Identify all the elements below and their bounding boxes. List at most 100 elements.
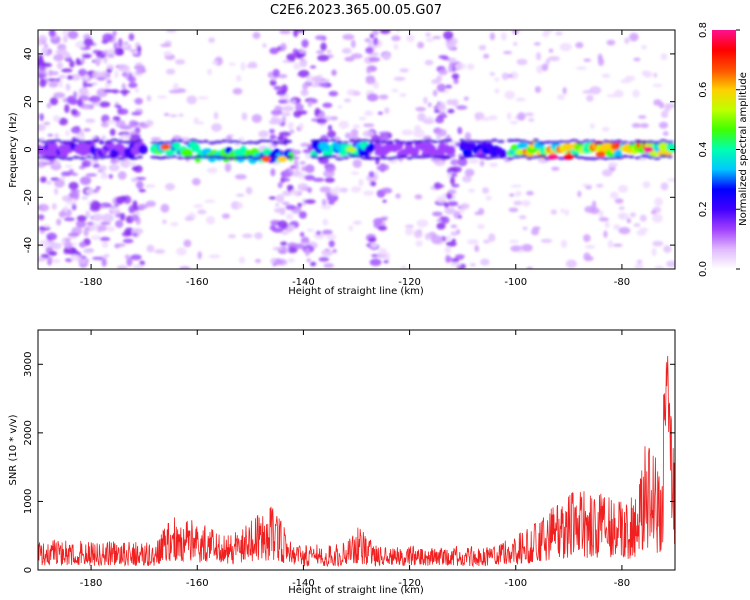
noise-cell [262, 43, 267, 48]
noise-cell [631, 123, 642, 128]
noise-cell [317, 54, 330, 62]
noise-cell [285, 227, 294, 233]
signal-edge-cell [458, 138, 467, 143]
noise-cell [64, 164, 73, 168]
noise-cell [322, 218, 329, 226]
noise-cell [197, 96, 209, 100]
signal-edge-cell [525, 141, 534, 145]
signal-edge-cell [176, 139, 184, 143]
signal-edge-cell [284, 139, 293, 144]
noise-cell [120, 134, 131, 139]
noise-cell [337, 105, 343, 109]
noise-cell [468, 188, 475, 193]
noise-cell [85, 173, 98, 177]
colorbar: 0.0 0.2 0.4 0.6 0.8 Normalized spectral ampl… [698, 22, 749, 277]
signal-edge-cell [98, 140, 105, 145]
noise-cell [137, 203, 149, 210]
noise-cell [102, 213, 114, 223]
signal-edge-cell [532, 138, 540, 143]
noise-cell [81, 159, 92, 168]
noise-cell [324, 177, 335, 183]
noise-cell [269, 128, 275, 134]
noise-cell [348, 225, 354, 232]
signal-peak [261, 156, 272, 163]
noise-cell [468, 158, 480, 164]
noise-cell [652, 240, 664, 247]
signal-edge-cell [85, 155, 92, 159]
noise-cell [170, 222, 179, 227]
noise-cell [300, 142, 311, 147]
noise-cell [208, 37, 216, 43]
noise-cell [150, 137, 162, 141]
noise-cell [291, 99, 297, 105]
noise-cell [287, 121, 294, 130]
noise-cell [598, 210, 604, 218]
noise-cell [240, 61, 246, 71]
noise-cell [64, 241, 73, 249]
signal-edge-cell [122, 154, 132, 159]
noise-cell [68, 181, 79, 190]
signal-edge-cell [633, 139, 642, 144]
noise-cell [70, 254, 80, 262]
noise-cell [589, 86, 602, 95]
signal-edge-cell [512, 155, 522, 159]
noise-cell [591, 200, 597, 210]
noise-cell [258, 130, 269, 138]
signal-edge-cell [251, 156, 262, 161]
signal-edge-cell [176, 155, 184, 160]
x-tick-label: -160 [186, 578, 209, 589]
signal-edge-cell [221, 139, 229, 143]
signal-edge-cell [355, 154, 362, 159]
noise-cell [67, 232, 80, 237]
noise-cell [247, 61, 258, 68]
noise-cell [613, 224, 621, 231]
noise-cell [47, 78, 57, 82]
noise-cell [102, 244, 108, 248]
noise-cell [289, 129, 295, 134]
signal-edge-cell [569, 138, 579, 143]
noise-cell [236, 75, 242, 82]
noise-cell [660, 182, 669, 191]
signal-edge-cell [556, 140, 567, 144]
noise-cell [146, 95, 152, 102]
signal-cell [366, 143, 376, 151]
noise-cell [103, 56, 108, 64]
noise-cell [64, 104, 70, 114]
signal-cell [562, 142, 573, 152]
noise-cell [156, 95, 168, 99]
noise-cell [300, 236, 310, 245]
noise-cell [106, 226, 116, 232]
signal-edge-cell [664, 140, 675, 145]
noise-cell [445, 241, 457, 247]
signal-edge-cell [483, 139, 493, 144]
noise-cell [632, 89, 640, 98]
noise-cell [583, 58, 592, 62]
noise-cell [521, 199, 531, 207]
signal-edge-cell [614, 139, 623, 144]
signal-edge-cell [316, 138, 325, 143]
noise-cell [46, 102, 52, 109]
noise-cell [414, 194, 423, 200]
noise-cell [42, 161, 53, 165]
signal-edge-cell [129, 140, 138, 144]
noise-cell [107, 207, 119, 211]
noise-cell [131, 111, 142, 116]
noise-cell [280, 241, 288, 246]
signal-edge-cell [405, 140, 414, 145]
noise-cell [298, 211, 307, 219]
noise-cell [293, 30, 299, 38]
signal-edge-cell [58, 156, 69, 161]
noise-cell [134, 126, 141, 134]
noise-cell [508, 207, 519, 213]
noise-cell [106, 68, 113, 74]
noise-cell [483, 239, 490, 244]
noise-cell [344, 132, 352, 139]
noise-cell [423, 118, 435, 125]
signal-edge-cell [170, 154, 178, 159]
noise-cell [317, 113, 325, 119]
noise-cell [323, 263, 334, 269]
noise-cell [500, 32, 507, 41]
noise-cell [331, 69, 337, 76]
noise-cell [432, 89, 438, 97]
noise-cell [60, 171, 72, 177]
